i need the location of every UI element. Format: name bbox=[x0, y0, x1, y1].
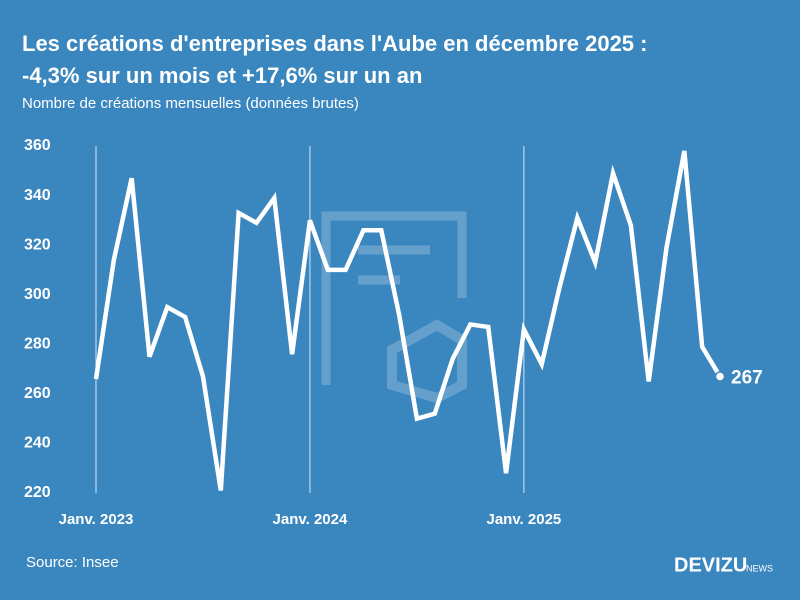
x-tick-label: Janv. 2025 bbox=[486, 511, 561, 528]
brand-suffix: NEWS bbox=[746, 563, 773, 573]
chart-title: Les créations d'entreprises dans l'Aube … bbox=[22, 31, 648, 56]
y-tick-label: 300 bbox=[24, 286, 51, 303]
brand: DEVIZU bbox=[674, 554, 747, 576]
source: Source: Insee bbox=[26, 554, 119, 571]
watermark bbox=[321, 211, 467, 404]
x-tick-label: Janv. 2023 bbox=[59, 511, 134, 528]
y-tick-label: 260 bbox=[24, 385, 51, 402]
y-tick-label: 320 bbox=[24, 236, 51, 253]
x-tick-label: Janv. 2024 bbox=[273, 511, 348, 528]
value-label: 267 bbox=[731, 368, 763, 389]
y-tick-label: 280 bbox=[24, 336, 51, 353]
y-tick-label: 360 bbox=[24, 137, 51, 154]
y-tick-label: 340 bbox=[24, 187, 51, 204]
chart-subtitle: Nombre de créations mensuelles (données … bbox=[22, 95, 359, 112]
chart-title: -4,3% sur un mois et +17,6% sur un an bbox=[22, 63, 422, 88]
y-tick-label: 240 bbox=[24, 435, 51, 452]
line bbox=[93, 150, 722, 491]
end-point bbox=[714, 371, 726, 382]
y-tick-label: 220 bbox=[24, 484, 51, 501]
